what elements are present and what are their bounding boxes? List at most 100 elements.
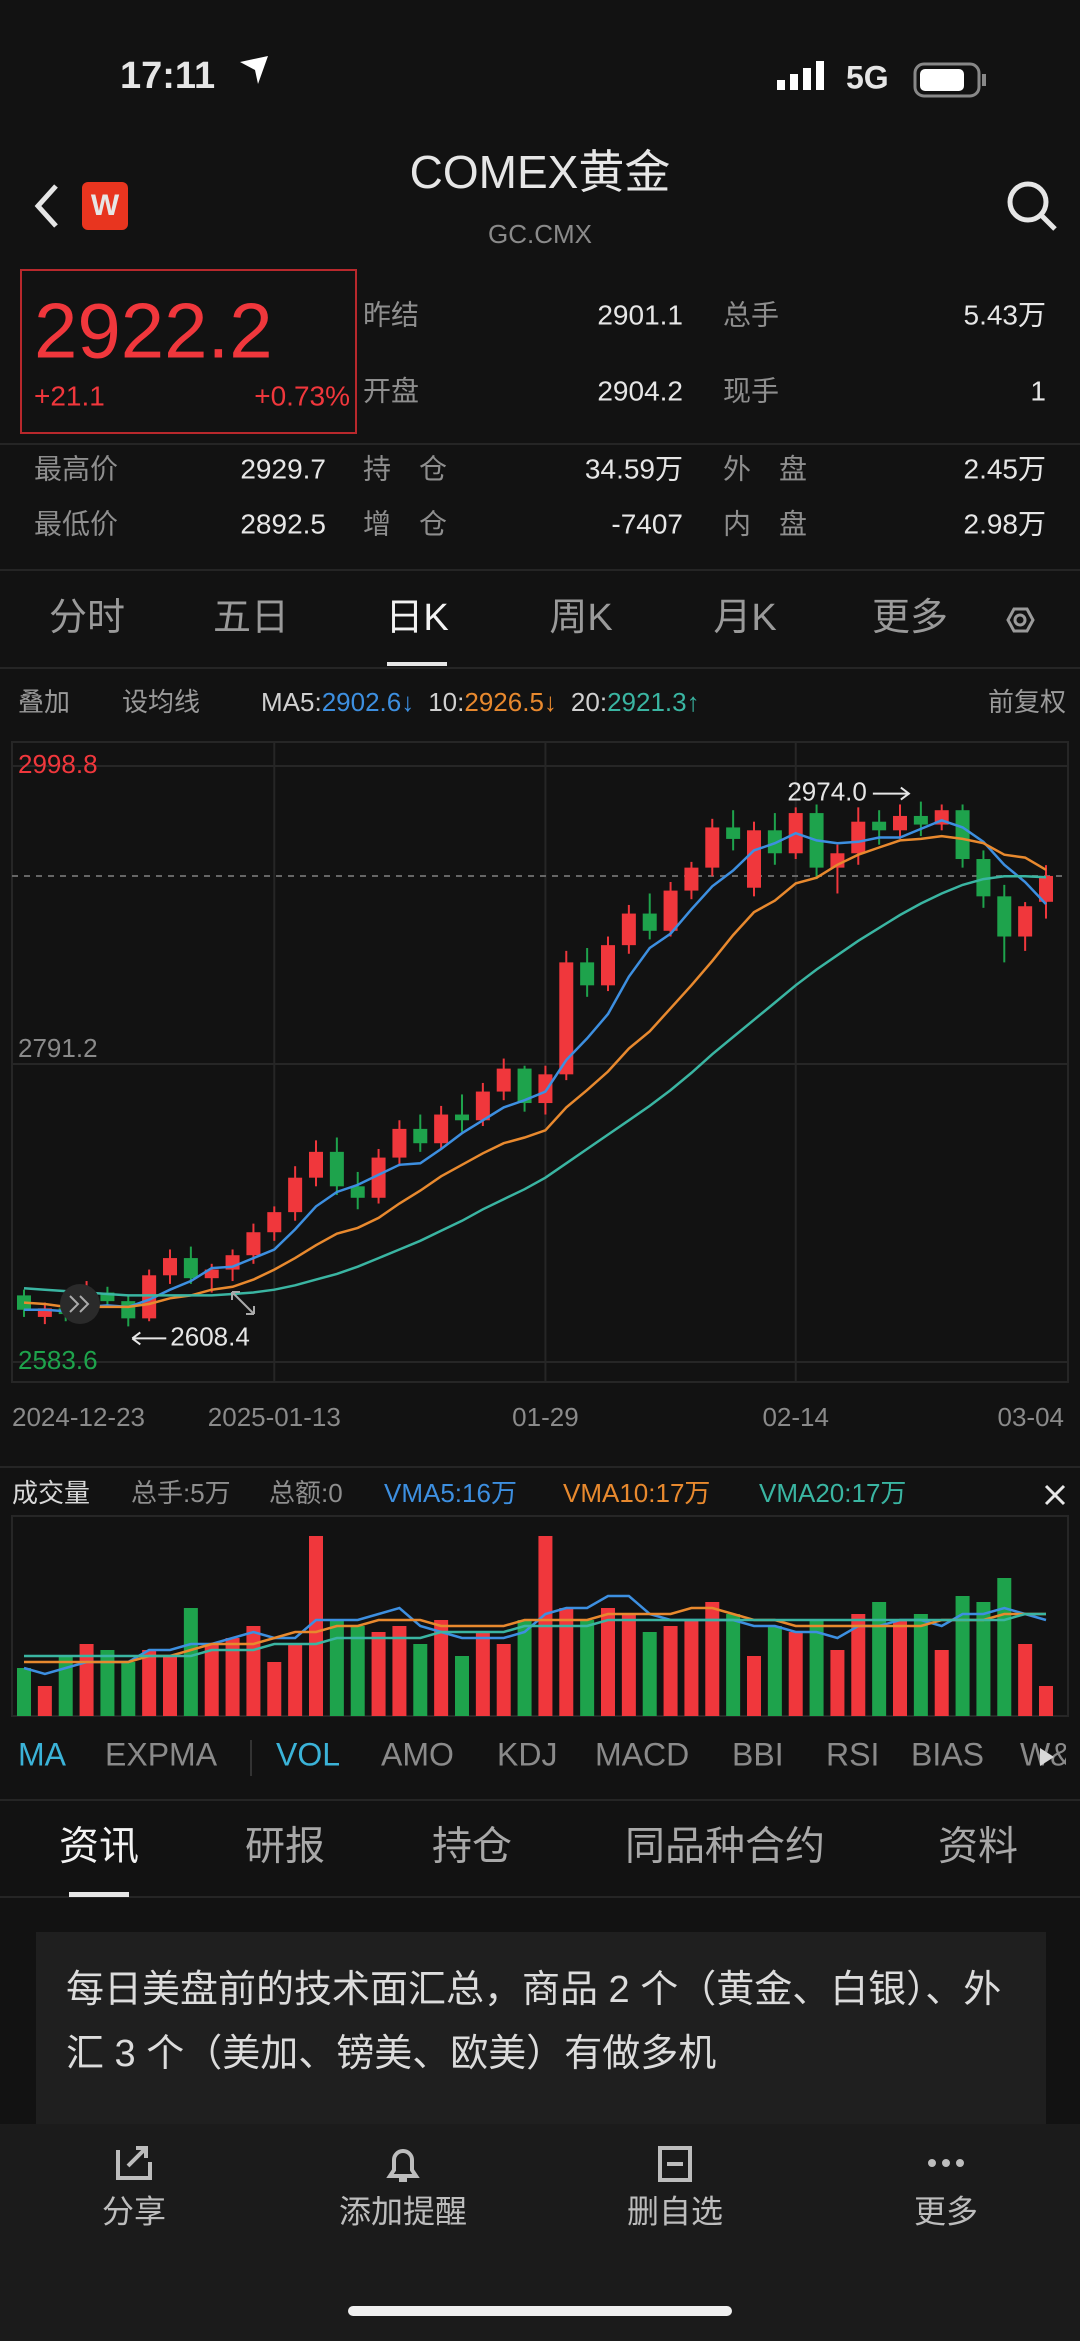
field-label: 持 仓 bbox=[363, 453, 447, 484]
candle-body bbox=[371, 1157, 386, 1198]
logo-text: W bbox=[91, 189, 120, 222]
candle-body bbox=[580, 962, 595, 986]
legend-entry: VMA20:17万 bbox=[759, 1478, 906, 1508]
volume-bar bbox=[58, 1656, 73, 1716]
news-tab[interactable]: 资讯 bbox=[59, 1825, 139, 1869]
ma-value: 2902.6 bbox=[322, 687, 402, 717]
candle-body bbox=[455, 1114, 469, 1121]
indicator-tab[interactable]: BBI bbox=[732, 1736, 784, 1772]
price-box bbox=[20, 269, 357, 434]
volume-bar bbox=[705, 1602, 720, 1716]
period-tab[interactable]: 周K bbox=[549, 597, 612, 639]
volume-bar bbox=[747, 1656, 761, 1716]
candle-body bbox=[1018, 906, 1033, 937]
field-label: 最低价 bbox=[34, 508, 118, 539]
x-tick-label: 03-04 bbox=[998, 1402, 1065, 1432]
search-button[interactable] bbox=[1007, 181, 1057, 231]
x-tick-label: 02-14 bbox=[762, 1402, 829, 1432]
x-tick-label: 01-29 bbox=[512, 1402, 579, 1432]
adjust-button[interactable]: 前复权 bbox=[988, 687, 1066, 717]
volume-bar bbox=[204, 1644, 219, 1716]
period-tab[interactable]: 五日 bbox=[213, 597, 289, 639]
chart-frame bbox=[11, 741, 1069, 1383]
volume-bar bbox=[225, 1638, 240, 1716]
set-ma-button[interactable]: 设均线 bbox=[122, 687, 200, 717]
period-tab[interactable]: 日K bbox=[385, 597, 448, 639]
news-tab[interactable]: 研报 bbox=[245, 1825, 325, 1869]
x-tick-label: 2025-01-13 bbox=[208, 1402, 341, 1432]
volume-bar bbox=[434, 1620, 449, 1716]
volume-bar bbox=[955, 1596, 970, 1716]
candle-body bbox=[663, 890, 678, 931]
field-label: 增 仓 bbox=[363, 508, 447, 539]
close-volume[interactable] bbox=[1044, 1484, 1066, 1506]
volume-bar bbox=[642, 1632, 657, 1716]
more-arrow bbox=[1040, 1748, 1054, 1766]
settings-icon[interactable] bbox=[1006, 607, 1035, 633]
field-value: -7407 bbox=[611, 508, 683, 539]
ma-name: 20: bbox=[571, 687, 607, 717]
field-label: 外 盘 bbox=[723, 453, 807, 484]
volume-stat: 总手:5万 bbox=[131, 1478, 231, 1508]
legend-entry: VMA10:17万 bbox=[563, 1478, 710, 1508]
candle-body bbox=[329, 1151, 344, 1187]
candle-body bbox=[642, 913, 657, 931]
code: GC.CMX bbox=[488, 219, 592, 249]
volume-bar bbox=[580, 1620, 595, 1716]
back-button[interactable] bbox=[34, 184, 58, 228]
news-tab[interactable]: 同品种合约 bbox=[625, 1825, 825, 1869]
battery-icon bbox=[913, 62, 986, 98]
app-logo bbox=[82, 182, 128, 230]
ma-line bbox=[24, 818, 1047, 1313]
candle-body bbox=[601, 945, 615, 986]
indicator-tab[interactable]: EXPMA bbox=[105, 1736, 218, 1772]
volume-bar bbox=[288, 1644, 303, 1716]
news-card[interactable]: 每日美盘前的技术面汇总，商品 2 个（黄金、白银）、外汇 3 个（美加、镑美、欧… bbox=[36, 1932, 1046, 2124]
candle-body bbox=[204, 1269, 219, 1279]
bottom-bar bbox=[0, 2124, 1080, 2341]
news-tab[interactable]: 资料 bbox=[938, 1825, 1018, 1869]
indicator-tab[interactable]: AMO bbox=[381, 1736, 454, 1772]
location-icon bbox=[240, 56, 268, 84]
candle-body bbox=[475, 1091, 490, 1121]
volume-bar bbox=[934, 1650, 949, 1716]
volume-bar bbox=[329, 1620, 344, 1716]
indicator-tab[interactable]: MACD bbox=[595, 1736, 689, 1772]
fullscreen-icon[interactable] bbox=[231, 1291, 255, 1315]
indicator-tab[interactable]: RSI bbox=[826, 1736, 879, 1772]
indicator-tab[interactable]: VOL bbox=[276, 1736, 340, 1772]
candle-body bbox=[434, 1114, 449, 1144]
tab-underline bbox=[387, 662, 447, 666]
volume-bar bbox=[413, 1644, 428, 1716]
indicator-tab[interactable]: BIAS bbox=[911, 1736, 984, 1772]
candle-body bbox=[851, 821, 866, 854]
period-tab[interactable]: 月K bbox=[713, 597, 776, 639]
candle-body bbox=[913, 815, 928, 825]
volume-bar bbox=[517, 1620, 532, 1716]
overlay-button[interactable]: 叠加 bbox=[18, 687, 70, 717]
volume-bar bbox=[17, 1668, 31, 1716]
indicator-tab[interactable]: MA bbox=[18, 1736, 67, 1772]
candle-body bbox=[100, 1292, 115, 1302]
min-label: 2608.4 bbox=[170, 1321, 250, 1351]
network: 5G bbox=[846, 59, 889, 95]
candle-body bbox=[997, 896, 1012, 937]
volume-bar bbox=[183, 1608, 198, 1716]
period-tab[interactable]: 分时 bbox=[49, 597, 125, 639]
volume-bar bbox=[830, 1650, 845, 1716]
volume-bar bbox=[621, 1614, 636, 1716]
indicator-tab[interactable]: KDJ bbox=[497, 1736, 557, 1772]
field-value: 5.43万 bbox=[964, 299, 1047, 330]
field-label: 昨结 bbox=[363, 299, 419, 330]
scroll-button[interactable] bbox=[60, 1284, 100, 1324]
period-tab[interactable]: 更多 bbox=[872, 597, 948, 639]
vma-line bbox=[24, 1606, 1046, 1664]
news-tab[interactable]: 持仓 bbox=[432, 1825, 512, 1869]
y-tick-label: 2998.8 bbox=[18, 749, 98, 779]
candle-body bbox=[872, 821, 887, 831]
y-tick-label: 2791.2 bbox=[18, 1033, 98, 1063]
candle-body bbox=[267, 1212, 282, 1233]
field-label: 总手 bbox=[723, 299, 779, 330]
